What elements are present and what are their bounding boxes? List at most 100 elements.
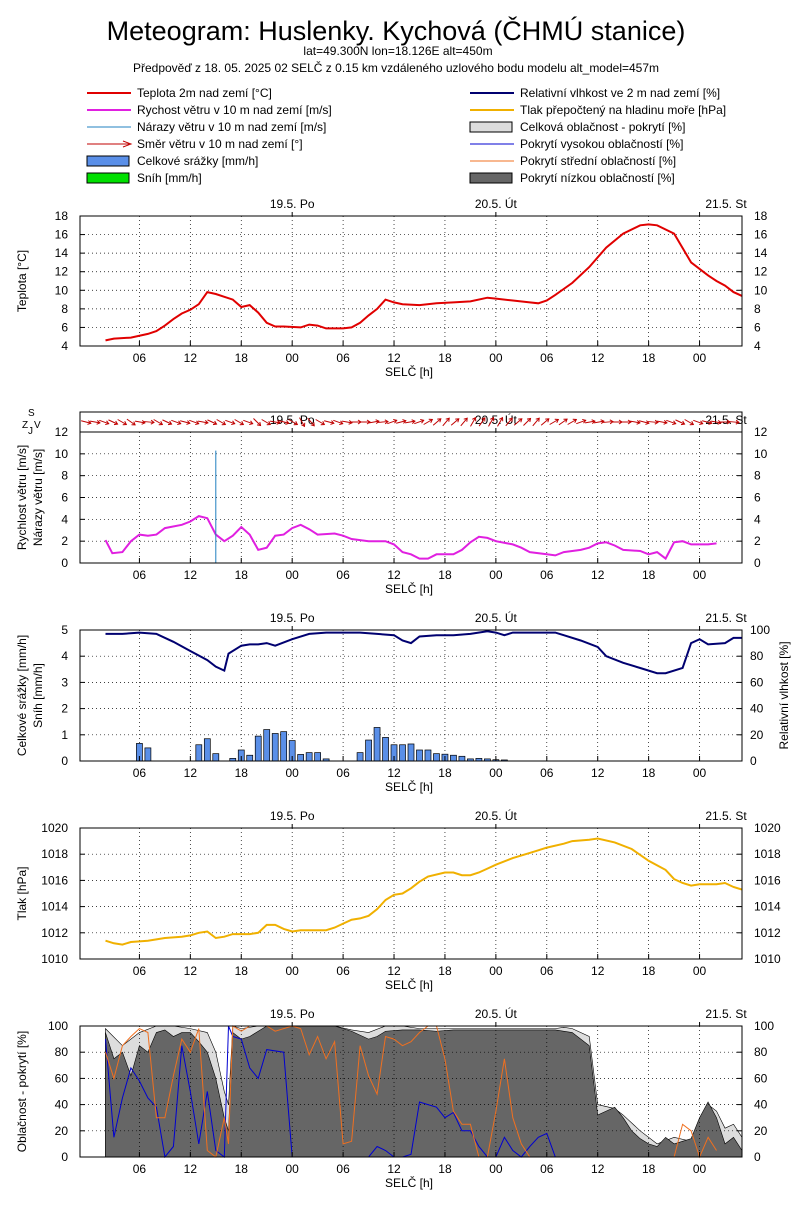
wind-arrow-head [249,420,254,426]
wind-arrow [612,419,623,425]
wind-arrow [693,419,704,426]
tick-label-x: 06 [133,1162,147,1176]
series-temperature-0 [105,223,743,342]
wind-arrow [153,419,164,426]
legend-left-1-label: Rychost větru v 10 m nad zemí [m/s] [137,103,332,117]
wind-arrow-head [672,420,677,426]
wind-arrow-shaft [234,419,244,425]
legend-left-4-swatch [86,155,130,167]
legend-left-5-label: Sníh [mm/h] [137,171,202,185]
plot-frame [79,629,743,762]
tick-label-x: 12 [184,568,198,582]
wind-arrow-head [348,420,353,425]
wind-arrow-head [195,420,200,426]
day-label: 19.5. Po [270,197,315,211]
tick-label-right: 60 [750,675,764,689]
tick-label-left: 0 [61,1150,68,1164]
wind-arrow [134,420,146,425]
wind-arrow-shaft [639,420,649,424]
wind-arrow [540,418,550,426]
precip-bar [373,727,381,762]
wind-arrow-head [689,421,695,426]
tick-label-right: 100 [754,1019,774,1033]
wind-arrow-head [384,419,389,425]
compass-v: V [34,420,41,431]
tick-label-x: 12 [387,351,401,365]
legend: Teplota 2m nad zemí [°C] Rychost větru v … [86,86,726,185]
wind-arrow [513,418,523,426]
plot-frame [79,827,743,960]
tick-label-right: 80 [754,1045,768,1059]
tick-label-left: 1010 [41,952,68,966]
tick-label-right: 80 [750,649,764,663]
wind-arrow-head [455,418,460,423]
wind-arrow-head [285,420,290,425]
wind-arrow-shaft [693,419,703,425]
wind-arrow-head [256,421,262,427]
tick-label-x: 18 [235,1162,249,1176]
xlabel: SELČ [h] [385,364,433,379]
wind-arrow [387,418,398,425]
tick-label-x: 00 [285,766,299,780]
wind-arrow-shaft [207,419,217,425]
wind-arrow-shaft [513,418,523,426]
wind-arrow [478,417,486,427]
wind-arrow [253,418,262,427]
wind-arrow-head [320,421,326,426]
plot-frame [79,431,743,564]
wind-arrow-shaft [269,420,281,424]
tick-label-x: 00 [285,1162,299,1176]
wind-arrow [162,419,173,426]
precip-bar [356,752,364,762]
wind-arrow-shaft [684,419,694,425]
grid-pressure [80,824,742,960]
wind-arrow-head [204,420,209,425]
tick-label-right: 10 [754,447,768,461]
tick-label-x: 18 [438,964,452,978]
wind-arrow-head [411,419,416,424]
tick-label-left: 4 [61,649,68,663]
tick-label-left: 16 [55,228,69,242]
legend-right-2-label: Celková oblačnost - pokrytí [%] [520,120,685,134]
tick-label-x: 06 [336,964,350,978]
wind-arrow-head [330,420,335,425]
wind-arrow-shaft [134,420,146,424]
tick-label-x: 18 [642,766,656,780]
wind-arrow-shaft [307,417,315,427]
wind-arrow-shaft [81,420,91,424]
tick-label-left: 10 [55,283,69,297]
tick-label-x: 06 [133,568,147,582]
tick-label-x: 00 [489,351,503,365]
tick-label-x: 12 [184,1162,198,1176]
wind-arrow [656,420,668,425]
wind-arrow-shaft [387,419,397,425]
wind-arrow-shaft [189,419,199,425]
wind-arrow-shaft [279,420,289,424]
wind-arrow-head [221,421,227,426]
wind-arrow-head [735,419,740,425]
tick-label-left: 1 [61,728,68,742]
wind-arrow-head [582,418,587,424]
legend-right-1-label: Tlak přepočtený na hladinu moře [hPa] [520,103,726,117]
wind-arrow [584,419,596,424]
wind-arrow-head [131,421,136,426]
wind-arrow-shaft [584,420,596,424]
wind-arrow [360,419,371,425]
tick-label-x: 00 [285,351,299,365]
tick-label-x: 12 [184,766,198,780]
plot-area-clouds [80,1022,743,1159]
precip-bar [271,733,279,762]
day-label: 19.5. Po [270,611,315,625]
day-label: 20.5. Út [475,808,518,823]
ylabel-2: Sníh [mm/h] [31,663,45,728]
precip-bar [280,731,288,762]
wind-arrow-shaft [532,417,540,427]
tick-label-x: 18 [438,1162,452,1176]
ylabel: Tlak [hPa] [15,866,29,920]
wind-arrow-shaft [450,418,460,426]
tick-label-x: 12 [591,568,605,582]
tick-label-right: 16 [754,228,768,242]
ylabel: Celkové srážky [mm/h] [15,635,29,756]
tick-label-left: 0 [61,556,68,570]
wind-arrows [81,416,740,428]
